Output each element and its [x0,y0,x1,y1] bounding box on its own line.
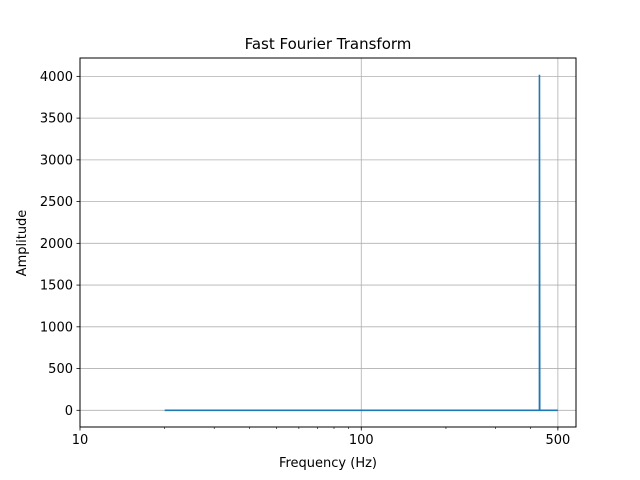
x-tick-label: 100 [349,433,374,448]
x-axis-label: Frequency (Hz) [279,456,377,471]
x-tick-label: 10 [72,433,89,448]
y-tick-label: 1000 [40,320,73,335]
chart-title: Fast Fourier Transform [245,35,412,53]
y-axis-label: Amplitude [15,210,30,277]
x-tick-label: 500 [545,433,570,448]
y-tick-label: 4000 [40,70,73,85]
y-tick-label: 3000 [40,153,73,168]
y-tick-label: 2000 [40,237,73,252]
y-tick-label: 0 [65,404,73,419]
y-tick-label: 500 [48,362,73,377]
fft-series-line [164,74,558,412]
y-tick-label: 2500 [40,195,73,210]
series-layer [164,74,558,412]
grid-lines [79,58,576,427]
plot-frame [79,57,577,428]
y-tick-label: 1500 [40,279,73,294]
axis-ticks: 0 500 1000 1500 2000 2500 3000 3500 4000 10 100 500 [40,70,570,448]
y-tick-label: 3500 [40,112,73,127]
